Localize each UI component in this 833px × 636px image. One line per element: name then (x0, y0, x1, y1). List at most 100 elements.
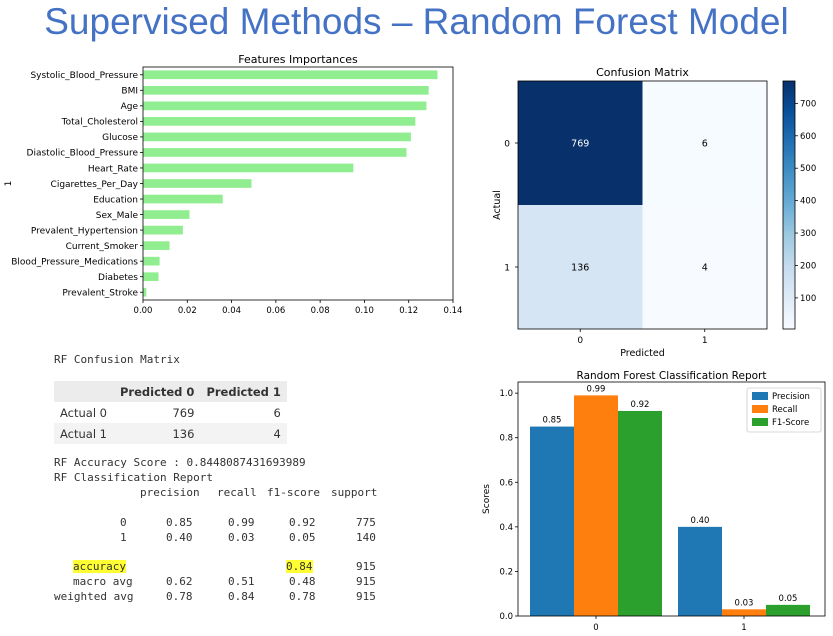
legend-label: F1-Score (772, 418, 809, 428)
accuracy-support: 915 (356, 560, 376, 573)
bar (766, 604, 810, 616)
bar (143, 70, 438, 80)
table-cell: 769 (172, 405, 195, 420)
data-label: 0.99 (587, 384, 606, 394)
x-tick-label: 0.08 (311, 306, 330, 316)
colorbar-tick-label: 600 (800, 132, 816, 142)
x-tick-label: 0.10 (355, 306, 374, 316)
report-cell: 0.48 (289, 575, 316, 588)
report-cell: 915 (356, 575, 376, 588)
bar (618, 410, 662, 616)
y-axis-label: Scores (482, 484, 492, 514)
report-cell: 0.05 (289, 531, 316, 544)
colorbar-tick-label: 400 (800, 197, 816, 207)
plot-frame (517, 381, 826, 617)
chart-title: Features Importances (238, 53, 358, 66)
y-tick-label: Total_Cholesterol (61, 118, 138, 128)
legend-swatch (752, 405, 768, 413)
bar (143, 179, 252, 188)
report-cell: 0.92 (289, 516, 316, 529)
legend-swatch (752, 392, 768, 400)
y-tick-label: Prevalent_Stroke (62, 289, 138, 299)
cell-value-label: 769 (571, 139, 589, 150)
report-cell: 775 (356, 516, 376, 529)
plot-frame (142, 66, 454, 301)
y-tick-label: 0.6 (499, 478, 513, 488)
confusion-matrix-chart: Confusion Matrix 769 6 136 4 0 1 0 1 Predicted Act… (492, 66, 816, 359)
x-tick-label: 0.14 (444, 306, 463, 316)
y-tick-label: 0.8 (499, 434, 513, 444)
y-tick-label: Age (121, 102, 139, 112)
y-tick-label: 1.0 (499, 389, 513, 399)
table-cell: 6 (273, 405, 281, 420)
report-cell: 140 (356, 531, 376, 544)
bar (143, 210, 190, 219)
x-tick-label: 0.00 (134, 306, 153, 316)
colorbar-tick-label: 700 (800, 99, 816, 109)
bar (722, 609, 766, 616)
col-header-f1: f1-score (267, 486, 320, 499)
report-cell: 915 (356, 590, 376, 603)
report-cell: 0.99 (228, 516, 255, 529)
table-cell: 136 (114, 423, 201, 444)
bar (143, 241, 170, 250)
data-label: 0.05 (779, 594, 798, 604)
data-label: 0.40 (691, 516, 710, 526)
x-tick-label: 0.12 (399, 306, 418, 316)
legend-swatch (752, 418, 768, 426)
report-cell: 0.40 (166, 531, 193, 544)
bar (143, 101, 427, 111)
y-tick-label: Diabetes (98, 273, 138, 283)
legend-label: Recall (772, 405, 797, 415)
bar (143, 194, 223, 204)
data-label: 0.03 (735, 598, 754, 608)
y-axis-label: Actual (492, 190, 503, 220)
heatmap-cell (642, 205, 767, 329)
table-header: Predicted 0 (114, 381, 201, 402)
bar (143, 85, 429, 95)
bar (678, 526, 722, 616)
y-tick-label: Prevalent_Hypertension (31, 226, 138, 236)
colorbar-tick-label: 200 (800, 261, 816, 271)
cm-heading: RF Confusion Matrix (54, 353, 180, 366)
bar (574, 395, 618, 616)
y-tick-label: Diastolic_Blood_Pressure (27, 149, 139, 159)
y-tick-label: BMI (121, 87, 138, 97)
y-axis-label: 1 (4, 181, 14, 187)
y-tick-label: Blood_Pressure_Medications (11, 257, 138, 267)
heatmap-cell (518, 205, 643, 329)
bar (143, 287, 147, 297)
y-tick-label: Heart_Rate (88, 164, 139, 174)
col-header-precision: precision (140, 486, 200, 499)
colorbar-tick-label: 500 (800, 164, 816, 174)
table-row: Actual 0 769 6 (54, 402, 287, 423)
x-tick-label: 0 (593, 623, 598, 633)
y-tick-label: Sex_Male (96, 211, 139, 221)
report-cell: 0.78 (289, 590, 316, 603)
report-row-label: 0 (120, 516, 127, 529)
table-row: Actual 1 136 4 (54, 423, 287, 444)
bar (143, 163, 354, 173)
report-cell: 0.85 (166, 516, 193, 529)
x-tick-label: 1 (741, 623, 746, 633)
report-cell: 0.84 (228, 590, 255, 603)
bar (143, 132, 411, 142)
y-tick-label: 0.0 (499, 612, 513, 622)
y-tick-label: 1 (504, 264, 510, 274)
bar (143, 272, 159, 282)
accuracy-score-line: RF Accuracy Score : 0.8448087431693989 (54, 456, 306, 469)
chart-title: Confusion Matrix (596, 66, 689, 79)
table-row-label: Actual 0 (60, 405, 107, 420)
table-cell: 4 (200, 423, 287, 444)
accuracy-label: accuracy (73, 560, 126, 573)
table-header (54, 381, 114, 402)
report-cell: 0.51 (228, 575, 255, 588)
y-tick-label: Systolic_Blood_Pressure (30, 71, 138, 81)
bar (143, 117, 416, 126)
y-tick-label: Education (93, 195, 138, 205)
confusion-matrix-table: Predicted 0 Predicted 1 Actual 0 769 6 A… (54, 381, 287, 444)
slide-title: Supervised Methods – Random Forest Model (44, 1, 789, 42)
colorbar-tick-label: 100 (800, 294, 816, 304)
heatmap-cell (642, 81, 767, 205)
x-tick-label: 1 (702, 336, 708, 346)
